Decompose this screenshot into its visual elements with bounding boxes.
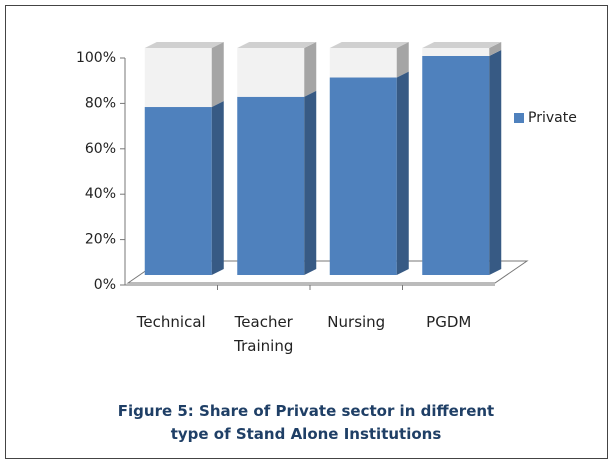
x-tick-label: Nursing: [327, 313, 386, 331]
y-tick-label: 40%: [85, 186, 116, 202]
y-tick-label: 60%: [85, 141, 116, 157]
bar-front: [144, 48, 212, 108]
bar-side: [304, 90, 317, 276]
y-tick-label: 100%: [76, 50, 116, 66]
legend-swatch: [514, 113, 524, 123]
chart-title: Figure 5: Share of Private sector in dif…: [117, 402, 495, 443]
bar-side: [304, 42, 317, 97]
bar-side: [489, 49, 502, 275]
x-tick-label: Technical: [136, 313, 206, 331]
x-tick-label: Teacher Training: [234, 313, 294, 355]
bar-top: [329, 42, 409, 48]
bar-front: [329, 77, 397, 275]
bar-side: [396, 42, 409, 78]
bar-front: [144, 107, 212, 276]
bar-front: [237, 96, 305, 276]
y-tick-label: 0%: [94, 277, 116, 293]
bar-top: [422, 42, 502, 48]
bar-front: [237, 48, 305, 97]
legend-label: Private: [528, 110, 577, 126]
y-tick-label: 80%: [85, 95, 116, 111]
frame: [5, 5, 608, 459]
bar-side: [396, 71, 409, 275]
x-tick-label: PGDM: [426, 313, 472, 331]
bar-top: [237, 42, 317, 48]
bar-side: [489, 42, 502, 56]
bar-side: [211, 42, 224, 108]
bar-front: [422, 55, 490, 275]
bar-top: [144, 42, 224, 48]
bar-front: [329, 48, 397, 78]
bar-front: [422, 48, 490, 56]
y-tick-label: 20%: [85, 232, 116, 248]
bar-side: [211, 101, 224, 276]
